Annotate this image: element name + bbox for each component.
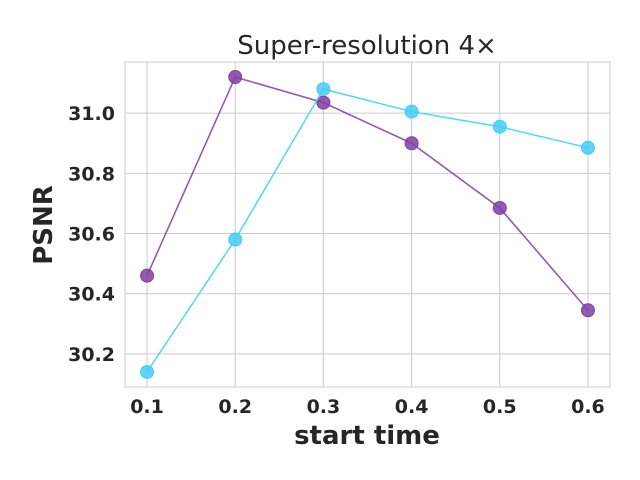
x-tick-label: 0.5: [483, 396, 517, 418]
series-layer: [140, 70, 595, 379]
x-tick-label: 0.3: [307, 396, 341, 418]
y-tick-label: 31.0: [68, 103, 115, 125]
grid: [125, 62, 610, 387]
x-tick-label: 0.4: [395, 396, 429, 418]
series-1-point: [316, 95, 331, 110]
ticks: 0.1 0.2 0.3 0.4 0.5 0.6 30.2 30.4 30.6 30.8 31.0: [68, 103, 605, 418]
series-1-point: [140, 268, 155, 283]
plot-frame: [124, 61, 611, 388]
x-tick-label: 0.1: [130, 396, 164, 418]
y-tick-label: 30.8: [68, 163, 115, 185]
series-2-point: [580, 140, 595, 155]
series-1-point: [580, 303, 595, 318]
series-1-point: [492, 200, 507, 215]
series-1-point: [404, 136, 419, 151]
chart-title: Super-resolution 4×: [237, 31, 497, 61]
series-2-point: [404, 104, 419, 119]
y-tick-label: 30.2: [68, 344, 115, 366]
series-1-line: [146, 76, 589, 311]
series-2-line: [146, 88, 589, 373]
y-tick-label: 30.4: [68, 284, 115, 306]
x-tick-label: 0.2: [218, 396, 252, 418]
series-2-point: [492, 119, 507, 134]
series-2-point: [140, 364, 155, 379]
series-2-point: [316, 82, 331, 97]
y-axis-label: PSNR: [29, 185, 59, 265]
y-tick-label: 30.6: [68, 224, 115, 246]
x-tick-label: 0.6: [571, 396, 605, 418]
series-1-point: [228, 70, 243, 85]
series-2-point: [228, 232, 243, 247]
x-axis-label: start time: [294, 421, 440, 451]
